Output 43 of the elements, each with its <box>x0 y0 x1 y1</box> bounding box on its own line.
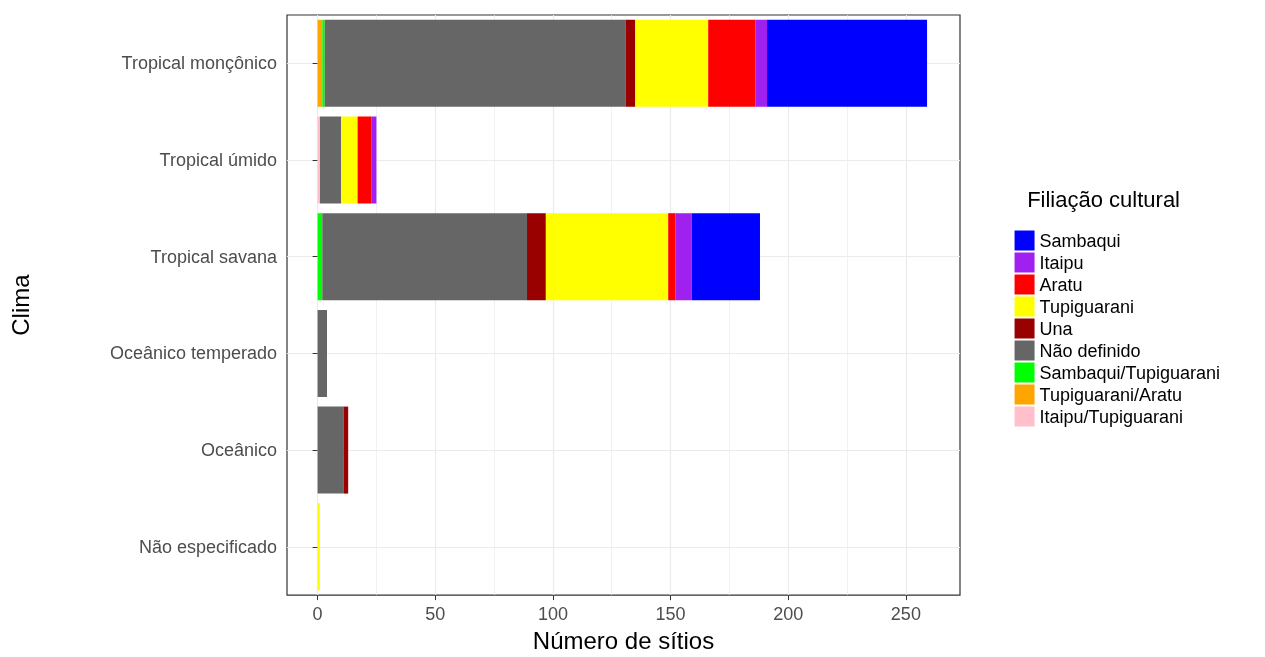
bar <box>357 116 372 204</box>
x-axis-title: Número de sítios <box>532 626 715 654</box>
bar <box>317 406 344 494</box>
legend-label: Tupiguarani/Aratu <box>1039 384 1182 405</box>
x-tick-label: 100 <box>537 604 568 625</box>
x-tick-label: 0 <box>312 604 323 625</box>
bar <box>625 19 636 107</box>
legend-label: Tupiguarani <box>1039 296 1134 317</box>
y-tick-label: Não especificado <box>138 536 277 557</box>
bar <box>635 19 709 107</box>
legend-label: Aratu <box>1039 274 1083 295</box>
bar <box>322 19 325 107</box>
legend-title: Filiação cultural <box>1027 186 1180 212</box>
legend-label: Sambaqui <box>1039 230 1121 251</box>
bar <box>317 309 327 397</box>
bar <box>343 406 349 494</box>
y-tick-label: Oceânico <box>200 440 277 461</box>
x-tick-label: 50 <box>425 604 446 625</box>
bar <box>668 213 676 301</box>
y-tick-label: Tropical monçônico <box>121 53 277 74</box>
y-tick-label: Oceânico temperado <box>109 343 277 364</box>
bar <box>755 19 768 107</box>
x-tick-label: 200 <box>773 604 804 625</box>
legend-label: Itaipu <box>1039 252 1084 273</box>
bar <box>322 213 528 301</box>
legend-label: Não definido <box>1039 340 1141 361</box>
legend-label: Una <box>1039 318 1074 339</box>
bar <box>708 19 756 107</box>
bar <box>324 19 626 107</box>
legend-label: Sambaqui/Tupiguarani <box>1039 362 1220 383</box>
y-axis-title: Clima <box>6 273 34 336</box>
bar <box>691 213 760 301</box>
bar <box>319 116 342 204</box>
y-tick-label: Tropical úmido <box>159 150 277 171</box>
y-tick-label: Tropical savana <box>150 246 278 267</box>
x-tick-label: 150 <box>655 604 686 625</box>
bar <box>767 19 928 107</box>
bar <box>545 213 669 301</box>
legend-label: Itaipu/Tupiguarani <box>1039 406 1183 427</box>
x-tick-label: 250 <box>890 604 921 625</box>
bar <box>341 116 358 204</box>
bar <box>675 213 692 301</box>
bar <box>527 213 546 301</box>
